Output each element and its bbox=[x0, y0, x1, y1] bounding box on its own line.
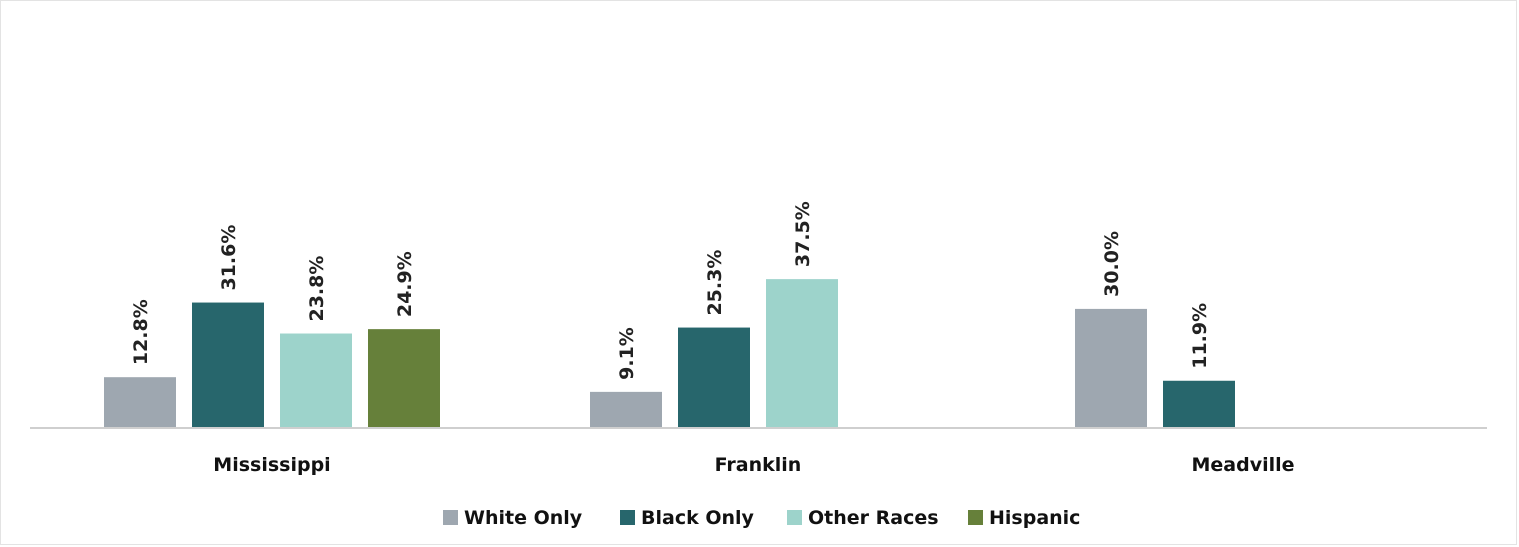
bar-meadville-white-only bbox=[1075, 308, 1147, 428]
legend-swatch-other-races bbox=[787, 510, 802, 525]
data-label-franklin-black-only: 25.3% bbox=[704, 250, 726, 316]
legend-swatch-white-only bbox=[443, 510, 458, 525]
category-label-mississippi: Mississippi bbox=[213, 454, 330, 476]
legend-swatch-black-only bbox=[620, 510, 635, 525]
bar-mississippi-white-only bbox=[104, 377, 176, 428]
category-labels-layer: Mississippi Franklin Meadville bbox=[213, 454, 1294, 476]
legend-label-hispanic: Hispanic bbox=[989, 507, 1080, 529]
bar-mississippi-other-races bbox=[280, 333, 352, 428]
legend-label-other-races: Other Races bbox=[808, 507, 939, 529]
legend: White Only Black Only Other Races Hispanic bbox=[443, 507, 1080, 529]
bar-mississippi-hispanic bbox=[368, 329, 440, 428]
legend-swatch-hispanic bbox=[968, 510, 983, 525]
data-label-franklin-other-races: 37.5% bbox=[792, 201, 814, 267]
data-label-meadville-black-only: 11.9% bbox=[1189, 303, 1211, 369]
data-label-meadville-white-only: 30.0% bbox=[1101, 231, 1123, 297]
category-label-meadville: Meadville bbox=[1191, 454, 1294, 476]
data-label-mississippi-other-races: 23.8% bbox=[306, 256, 328, 322]
legend-label-white-only: White Only bbox=[464, 507, 583, 529]
data-label-mississippi-white-only: 12.8% bbox=[130, 299, 152, 365]
category-label-franklin: Franklin bbox=[715, 454, 802, 476]
bars-layer bbox=[104, 279, 1235, 428]
data-label-mississippi-hispanic: 24.9% bbox=[394, 251, 416, 317]
legend-label-black-only: Black Only bbox=[641, 507, 755, 529]
bar-franklin-white-only bbox=[590, 391, 662, 428]
bar-franklin-black-only bbox=[678, 327, 750, 428]
data-labels-layer: 12.8% 31.6% 23.8% 24.9% 9.1% 25.3% 37.5% 30.0% 1… bbox=[130, 201, 1211, 380]
data-label-mississippi-black-only: 31.6% bbox=[218, 225, 240, 291]
bar-meadville-black-only bbox=[1163, 380, 1235, 428]
bar-franklin-other-races bbox=[766, 279, 838, 428]
bar-mississippi-black-only bbox=[192, 302, 264, 428]
data-label-franklin-white-only: 9.1% bbox=[616, 327, 638, 380]
